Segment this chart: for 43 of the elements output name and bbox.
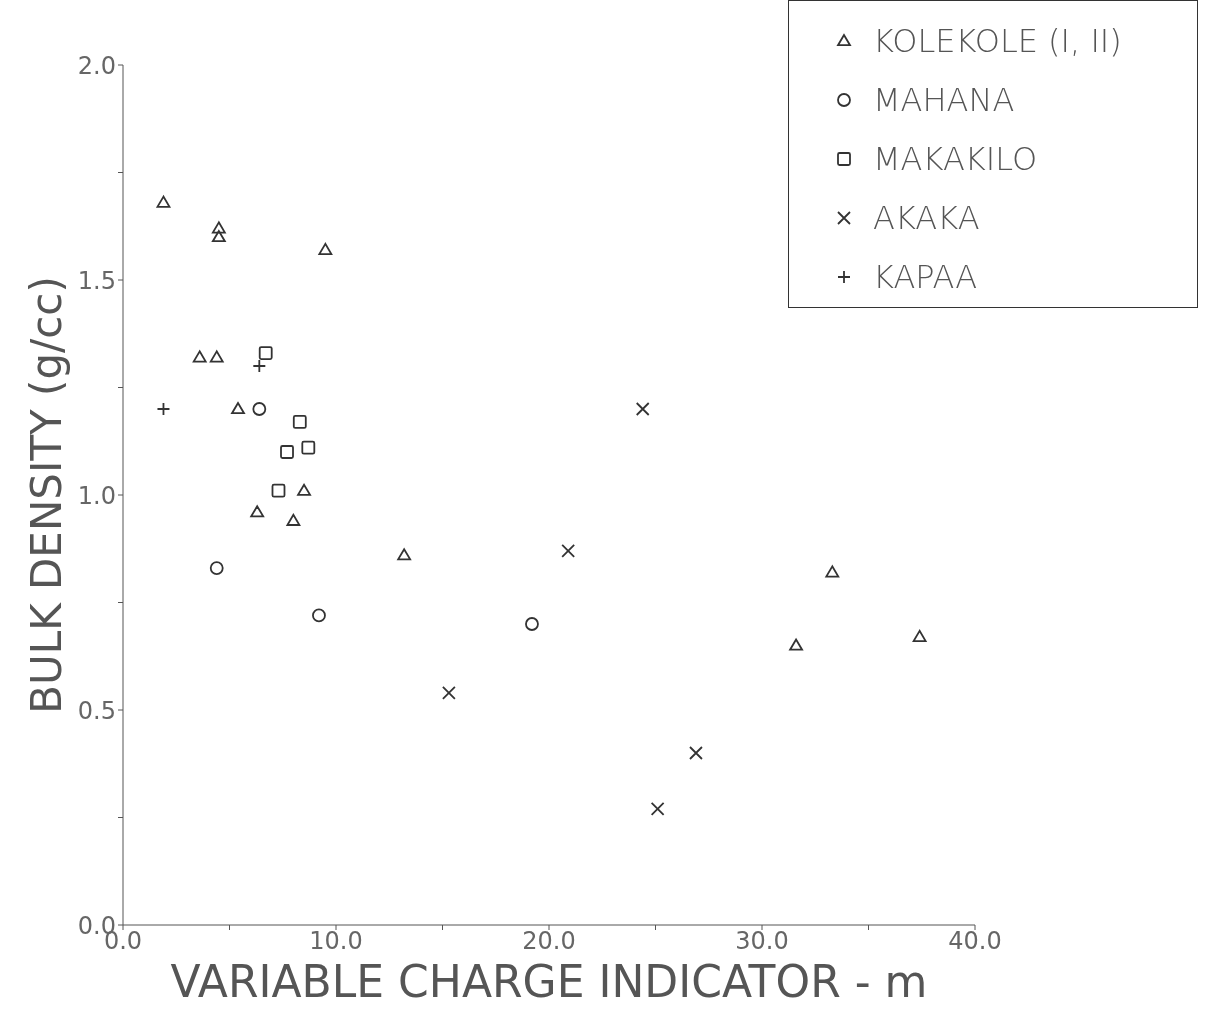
legend-label: KAPAA [873, 257, 978, 296]
point [561, 544, 576, 558]
point [789, 638, 803, 651]
point [441, 685, 456, 700]
point [635, 402, 650, 416]
point [250, 505, 265, 518]
y-tick-label: 1.5 [77, 266, 116, 295]
point [156, 195, 171, 208]
legend-label: KOLEKOLE (I, II) [873, 21, 1122, 60]
point [397, 548, 412, 561]
point [301, 440, 316, 455]
point [252, 402, 267, 416]
y-axis-title: BULK DENSITY (g/cc) [21, 276, 71, 714]
point [231, 402, 245, 415]
point [258, 346, 273, 360]
point [209, 350, 224, 363]
x-tick-label: 10.0 [309, 927, 363, 956]
point [525, 617, 539, 631]
point [211, 230, 226, 243]
point [825, 565, 840, 578]
point [211, 221, 226, 234]
point [271, 483, 286, 498]
x-axis-title: VARIABLE CHARGE INDICATOR - m [170, 956, 928, 1007]
point [192, 350, 207, 363]
y-tick-label: 0.5 [77, 696, 116, 725]
y-tick-label: 1.0 [77, 481, 116, 510]
legend-label: AKAKA [873, 198, 980, 237]
x-tick-label: 30.0 [735, 927, 789, 956]
point [312, 608, 326, 623]
x-tick-label: 40.0 [948, 927, 1002, 956]
point [209, 561, 224, 575]
point [689, 746, 703, 760]
legend-label: MAHANA [873, 80, 1015, 119]
y-tick-label: 2.0 [77, 51, 116, 80]
point [280, 445, 294, 459]
x-tick-label: 20.0 [522, 927, 576, 956]
legend-label: MAKAKILO [873, 139, 1038, 178]
point [318, 243, 333, 255]
point [286, 513, 301, 526]
point [297, 483, 311, 496]
point [292, 415, 307, 429]
point [650, 802, 665, 816]
point [912, 630, 927, 642]
